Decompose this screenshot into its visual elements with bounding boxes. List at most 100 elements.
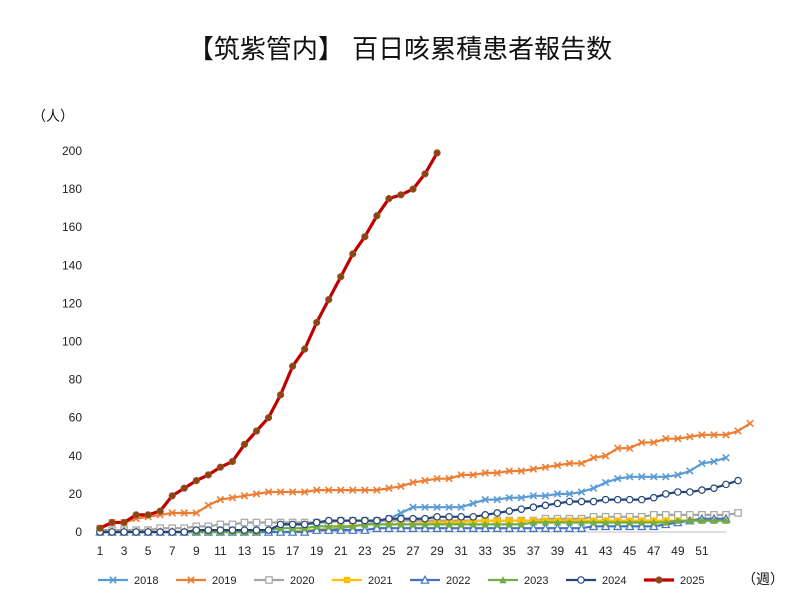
data-point-2024	[336, 516, 345, 525]
data-point-2024	[529, 503, 538, 512]
data-point-2018	[710, 457, 718, 466]
legend-marker-2022	[420, 575, 430, 584]
x-tick-label: 13	[238, 544, 252, 558]
data-point-2023	[698, 516, 706, 524]
data-point-2019	[734, 427, 742, 435]
data-point-2018	[421, 503, 429, 512]
data-point-2025	[228, 457, 237, 466]
plot-area	[95, 149, 754, 536]
data-point-2020	[264, 518, 273, 527]
data-point-2019	[637, 438, 646, 447]
x-tick-label: 25	[382, 544, 396, 558]
legend-marker-2019	[187, 576, 195, 584]
y-tick-label: 180	[62, 182, 82, 196]
x-tick-label: 33	[479, 544, 493, 558]
data-point-2025	[276, 391, 285, 399]
data-point-2023	[589, 518, 598, 526]
data-point-2019	[577, 459, 586, 468]
data-point-2024	[252, 526, 261, 534]
data-point-2019	[180, 509, 189, 517]
data-point-2023	[385, 520, 393, 528]
x-tick-label: 3	[121, 544, 128, 558]
legend-label-2020: 2020	[290, 575, 314, 587]
y-tick-label: 160	[62, 220, 82, 234]
legend-label-2025: 2025	[680, 575, 704, 587]
y-axis-unit-label: （人）	[32, 109, 74, 125]
data-point-2025	[373, 212, 381, 220]
data-point-2024	[649, 493, 658, 502]
y-tick-label: 80	[69, 373, 83, 387]
data-point-2019	[445, 474, 453, 483]
data-point-2024	[481, 511, 490, 519]
y-tick-label: 200	[62, 144, 82, 158]
legend-marker-2018	[109, 576, 117, 584]
data-point-2025	[361, 233, 369, 241]
data-point-2018	[650, 472, 658, 481]
data-point-2022	[456, 523, 466, 532]
data-point-2024	[541, 501, 550, 510]
y-tick-label: 140	[62, 258, 82, 272]
data-point-2019	[650, 438, 658, 447]
data-point-2019	[553, 461, 562, 470]
chart-title: 【筑紫管内】 百日咳累積患者報告数	[188, 35, 612, 65]
data-point-2018	[493, 495, 502, 504]
data-point-2023	[469, 520, 477, 528]
data-point-2018	[686, 467, 694, 475]
x-tick-label: 17	[286, 544, 300, 558]
x-tick-label: 41	[575, 544, 589, 558]
data-point-2024	[156, 528, 164, 536]
legend-item-2024: 2024	[566, 575, 626, 587]
data-point-2023	[577, 518, 586, 526]
data-point-2023	[613, 518, 622, 526]
data-point-2022	[468, 523, 478, 532]
data-point-2022	[624, 521, 635, 531]
data-point-2022	[576, 523, 587, 532]
data-point-2023	[457, 520, 465, 528]
data-point-2018	[433, 503, 441, 512]
y-tick-label: 60	[69, 411, 83, 425]
data-point-2020	[649, 511, 658, 519]
data-point-2024	[288, 520, 297, 529]
data-point-2024	[204, 526, 213, 534]
data-point-2022	[432, 523, 442, 532]
data-point-2018	[505, 493, 514, 502]
data-point-2019	[361, 486, 369, 494]
data-point-2024	[240, 526, 249, 534]
x-tick-label: 7	[169, 544, 176, 558]
data-point-2024	[722, 480, 730, 489]
legend-marker-2023	[499, 576, 507, 584]
data-point-2023	[529, 518, 538, 526]
data-point-2021	[482, 517, 489, 524]
data-point-2018	[553, 490, 562, 498]
data-point-2025	[301, 345, 309, 353]
data-point-2025	[409, 185, 417, 193]
data-point-2018	[445, 503, 453, 512]
data-point-2019	[421, 476, 429, 485]
data-point-2023	[517, 520, 526, 528]
data-point-2024	[493, 509, 502, 517]
x-tick-label: 35	[503, 544, 517, 558]
data-point-2025	[421, 170, 429, 178]
data-point-2023	[674, 516, 682, 524]
data-point-2019	[252, 490, 261, 498]
data-point-2023	[409, 520, 417, 528]
data-point-2019	[192, 509, 201, 517]
data-point-2024	[457, 512, 465, 521]
data-point-2024	[312, 518, 321, 527]
data-point-2023	[481, 520, 489, 528]
data-point-2022	[324, 525, 334, 534]
x-tick-label: 15	[262, 544, 276, 558]
legend-item-2023: 2023	[488, 575, 548, 587]
data-point-2024	[613, 495, 622, 504]
data-point-2024	[577, 497, 586, 506]
data-point-2023	[337, 522, 345, 530]
data-point-2022	[540, 523, 551, 532]
data-point-2022	[360, 525, 370, 534]
data-point-2025	[144, 511, 152, 519]
data-point-2023	[601, 518, 610, 526]
x-tick-label: 49	[671, 544, 685, 558]
data-point-2024	[276, 520, 285, 529]
data-point-2019	[373, 486, 381, 494]
legend-label-2022: 2022	[446, 575, 470, 587]
x-tick-label: 1	[97, 544, 104, 558]
